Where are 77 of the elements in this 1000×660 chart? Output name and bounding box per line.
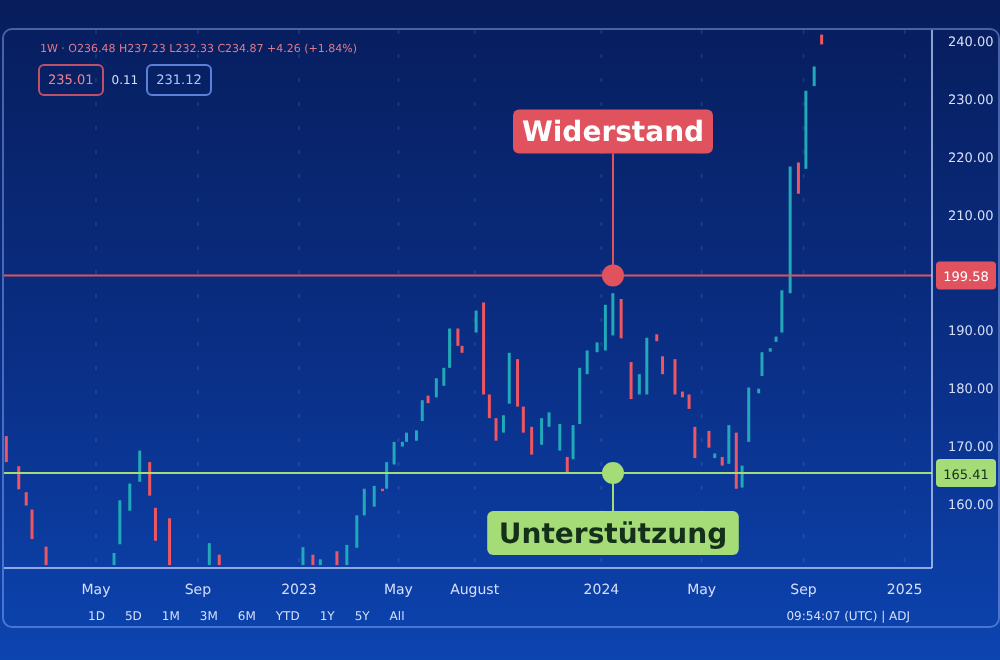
candlestick — [812, 66, 816, 87]
candlestick — [372, 485, 376, 507]
candlestick — [603, 304, 607, 351]
annotation: Unterstützung — [498, 519, 728, 552]
candlestick — [448, 328, 452, 368]
candlestick — [655, 334, 659, 342]
candlestick — [362, 488, 366, 516]
candlestick — [345, 544, 349, 566]
candlestick — [693, 426, 697, 459]
candlestick — [820, 34, 824, 45]
candlestick — [4, 436, 8, 463]
candlestick — [17, 466, 21, 490]
candlestick — [645, 337, 649, 395]
candlestick — [148, 462, 152, 496]
candlestick — [516, 359, 520, 407]
candlestick — [434, 378, 438, 398]
candlestick — [713, 453, 717, 459]
candlestick — [774, 336, 778, 342]
candlestick — [540, 418, 544, 445]
candlestick — [118, 500, 122, 545]
candlestick — [661, 356, 665, 375]
candlestick — [521, 406, 525, 433]
candlestick — [385, 462, 389, 489]
candlestick — [207, 543, 211, 566]
candlestick — [482, 302, 486, 395]
candlestick — [734, 432, 738, 489]
candlestick — [804, 90, 808, 169]
candlestick — [153, 507, 157, 541]
candlestick — [796, 162, 800, 194]
candlestick — [595, 342, 599, 353]
candlestick — [355, 515, 359, 548]
annotation: Widerstand — [521, 117, 705, 150]
candlestick — [707, 430, 711, 448]
candlestick — [112, 552, 116, 566]
candlestick — [530, 426, 534, 455]
candlestick — [788, 166, 792, 294]
candlestick — [507, 352, 511, 404]
candlestick — [400, 441, 404, 447]
candlestick — [578, 367, 582, 424]
candlestick — [629, 362, 633, 400]
candlestick — [318, 559, 322, 566]
candlestick — [301, 547, 305, 566]
candlestick — [335, 551, 339, 566]
candlestick — [727, 425, 731, 464]
candlestick — [420, 400, 424, 422]
candlestick — [168, 518, 172, 566]
candlestick — [24, 492, 28, 506]
candlestick — [414, 430, 418, 441]
candlestick — [392, 441, 396, 465]
candlestick — [474, 310, 478, 333]
candlestick — [558, 423, 562, 451]
candlestick — [571, 425, 575, 460]
candlestick — [637, 374, 641, 395]
candlestick — [217, 554, 221, 566]
candlestick — [501, 415, 505, 433]
candlestick — [128, 483, 132, 511]
candlestick — [405, 432, 409, 442]
candlestick — [456, 328, 460, 346]
candlestick — [487, 394, 491, 419]
candlestick — [740, 465, 744, 488]
candlestick — [138, 450, 142, 482]
candlestick — [547, 412, 551, 427]
candlestick — [780, 290, 784, 333]
candlestick — [565, 456, 569, 473]
candlestick — [460, 345, 464, 353]
candlestick — [585, 350, 589, 375]
candlestick — [720, 456, 724, 466]
candlestick — [611, 293, 615, 336]
candlestick — [44, 546, 48, 566]
candlestick — [311, 554, 315, 566]
candlestick — [760, 352, 764, 376]
candlestick — [426, 395, 430, 404]
candlestick — [687, 394, 691, 409]
candlestick — [619, 299, 623, 339]
candlestick — [747, 387, 751, 442]
candlestick — [442, 367, 446, 386]
candlestick — [673, 359, 677, 395]
